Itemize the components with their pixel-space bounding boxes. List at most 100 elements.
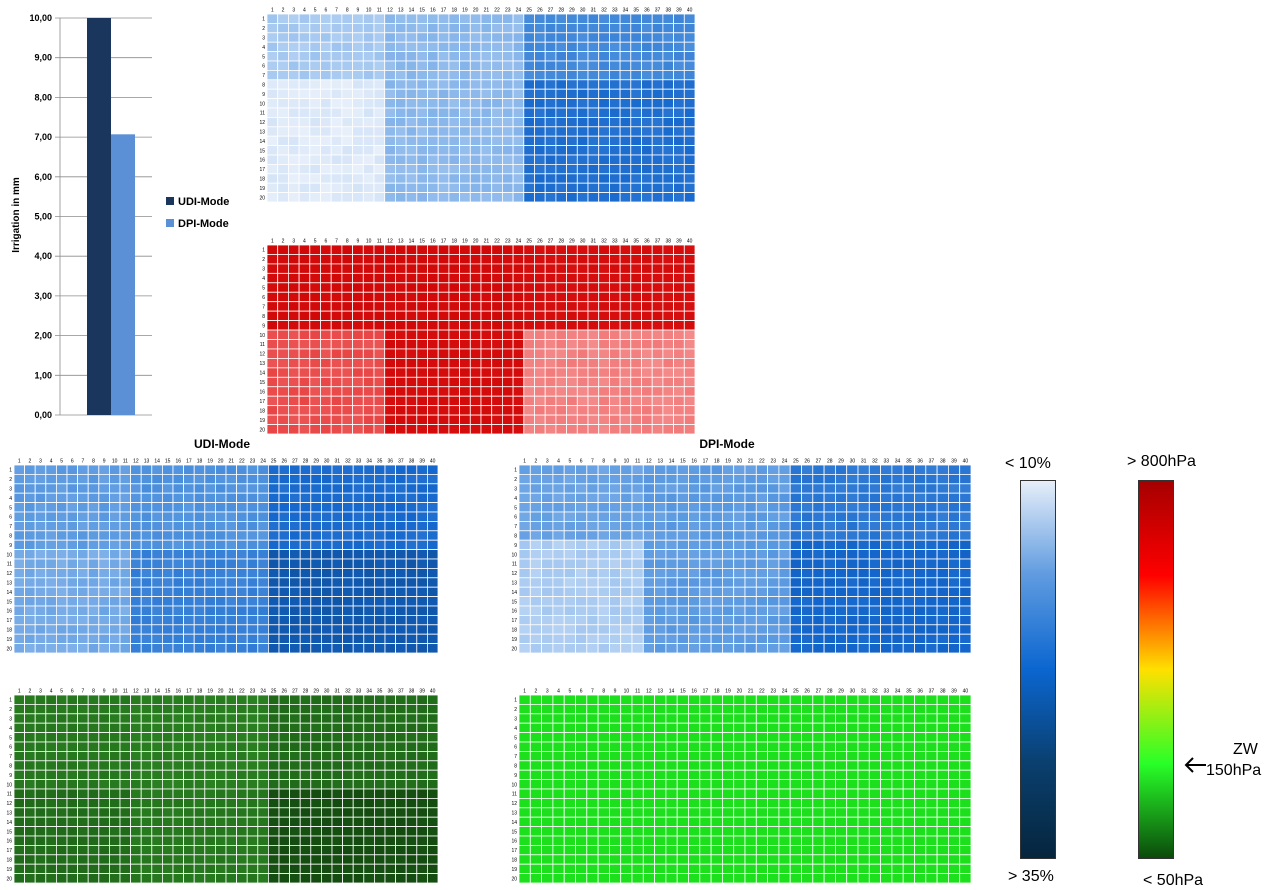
heatmap-cell [733, 549, 746, 560]
heatmap-cell [362, 424, 375, 435]
heatmap-cell [789, 473, 802, 485]
heatmap-cell [331, 483, 344, 494]
heatmap-cell [665, 788, 678, 799]
heatmap-cell [812, 643, 825, 654]
heatmap-cell [608, 348, 621, 359]
heatmap-cell [172, 722, 185, 734]
heatmap-cell [767, 703, 780, 715]
heatmap-cell [673, 41, 685, 53]
heatmap-cell [309, 117, 321, 128]
heatmap-cell [936, 769, 949, 780]
heatmap-cell [544, 358, 557, 369]
heatmap-cell [309, 263, 321, 274]
heatmap-cell [587, 154, 600, 165]
heatmap-cell [480, 367, 493, 378]
heatmap-cell [373, 614, 386, 626]
heatmap-cell [373, 633, 386, 644]
heatmap-cell [512, 291, 525, 303]
heatmap-cell [518, 807, 531, 818]
heatmap-cell [880, 807, 893, 818]
heatmap-cell [512, 154, 525, 165]
heatmap-column-label: 13 [398, 8, 404, 14]
heatmap-cell [405, 722, 418, 734]
heatmap-cell [330, 414, 343, 425]
heatmap-cell [109, 539, 121, 550]
heatmap-cell [541, 703, 554, 715]
heatmap-cell [598, 405, 610, 416]
heatmap-cell [598, 107, 610, 118]
heatmap-cell [654, 643, 667, 654]
heatmap-cell [512, 192, 525, 203]
heatmap-cell [480, 358, 493, 369]
heatmap-cell [363, 798, 375, 809]
heatmap-cell [846, 539, 859, 550]
heatmap-cell [363, 703, 375, 715]
heatmap-cell [555, 22, 567, 34]
heatmap-cell [172, 473, 185, 485]
heatmap-cell [151, 577, 163, 588]
heatmap-cell [778, 586, 791, 597]
heatmap-cell [384, 414, 396, 425]
heatmap-cell [161, 511, 174, 522]
heatmap-cell [744, 549, 757, 560]
heatmap-cell [405, 769, 418, 780]
heatmap-cell [914, 732, 927, 743]
heatmap-cell [587, 282, 600, 293]
heatmap-cell [24, 521, 36, 532]
heatmap-cell [767, 760, 780, 771]
heatmap-cell [608, 32, 621, 43]
heatmap-cell [868, 741, 881, 752]
heatmap-column-label: 36 [644, 8, 650, 14]
heatmap-cell [427, 135, 439, 146]
heatmap-cell [620, 558, 633, 569]
heatmap-cell [299, 502, 312, 513]
heatmap-cell [936, 511, 949, 522]
heatmap-cell [925, 788, 938, 799]
heatmap-cell [959, 816, 972, 827]
heatmap-cell [566, 22, 578, 34]
heatmap-cell [363, 502, 375, 513]
heatmap-cell [151, 643, 163, 654]
heatmap-cell [868, 511, 881, 522]
heatmap-cell [673, 70, 685, 81]
heatmap-cell [676, 483, 689, 494]
heatmap-cell [384, 568, 397, 579]
heatmap-cell [651, 405, 664, 416]
heatmap-cell [320, 60, 332, 71]
heatmap-cell [641, 272, 653, 284]
heatmap-cell [846, 779, 859, 790]
heatmap-cell [267, 624, 280, 635]
heatmap-cell [688, 492, 701, 504]
heatmap-row-label: 4 [514, 726, 517, 732]
heatmap-cell [598, 367, 610, 378]
heatmap-cell [575, 732, 588, 743]
heatmap-cell [183, 873, 195, 884]
heatmap-cell [183, 568, 195, 579]
heatmap-cell [236, 605, 248, 616]
heatmap-cell [362, 41, 375, 53]
heatmap-cell [384, 405, 396, 416]
heatmap-cell [204, 511, 216, 522]
heatmap-row-label: 7 [514, 754, 517, 760]
heatmap-cell [426, 760, 439, 771]
heatmap-cell [491, 254, 503, 265]
heatmap-cell [330, 154, 343, 165]
heatmap-cell [373, 760, 386, 771]
heatmap-cell [555, 79, 567, 90]
heatmap-column-label: 38 [665, 239, 671, 245]
heatmap-cell [246, 643, 259, 654]
heatmap-cell [130, 854, 142, 865]
heatmap-cell [267, 586, 280, 597]
heatmap-cell [587, 192, 600, 203]
heatmap-cell [330, 13, 343, 24]
heatmap-cell [426, 873, 439, 884]
heatmap-cell [299, 586, 312, 597]
heatmap-cell [651, 173, 664, 184]
heatmap-cell [289, 511, 301, 522]
heatmap-cell [662, 192, 674, 203]
heatmap-column-label: 2 [282, 8, 285, 14]
heatmap-cell [662, 291, 674, 303]
heatmap-cell [523, 301, 535, 312]
heatmap-cell [87, 464, 100, 475]
heatmap-cell [665, 760, 678, 771]
